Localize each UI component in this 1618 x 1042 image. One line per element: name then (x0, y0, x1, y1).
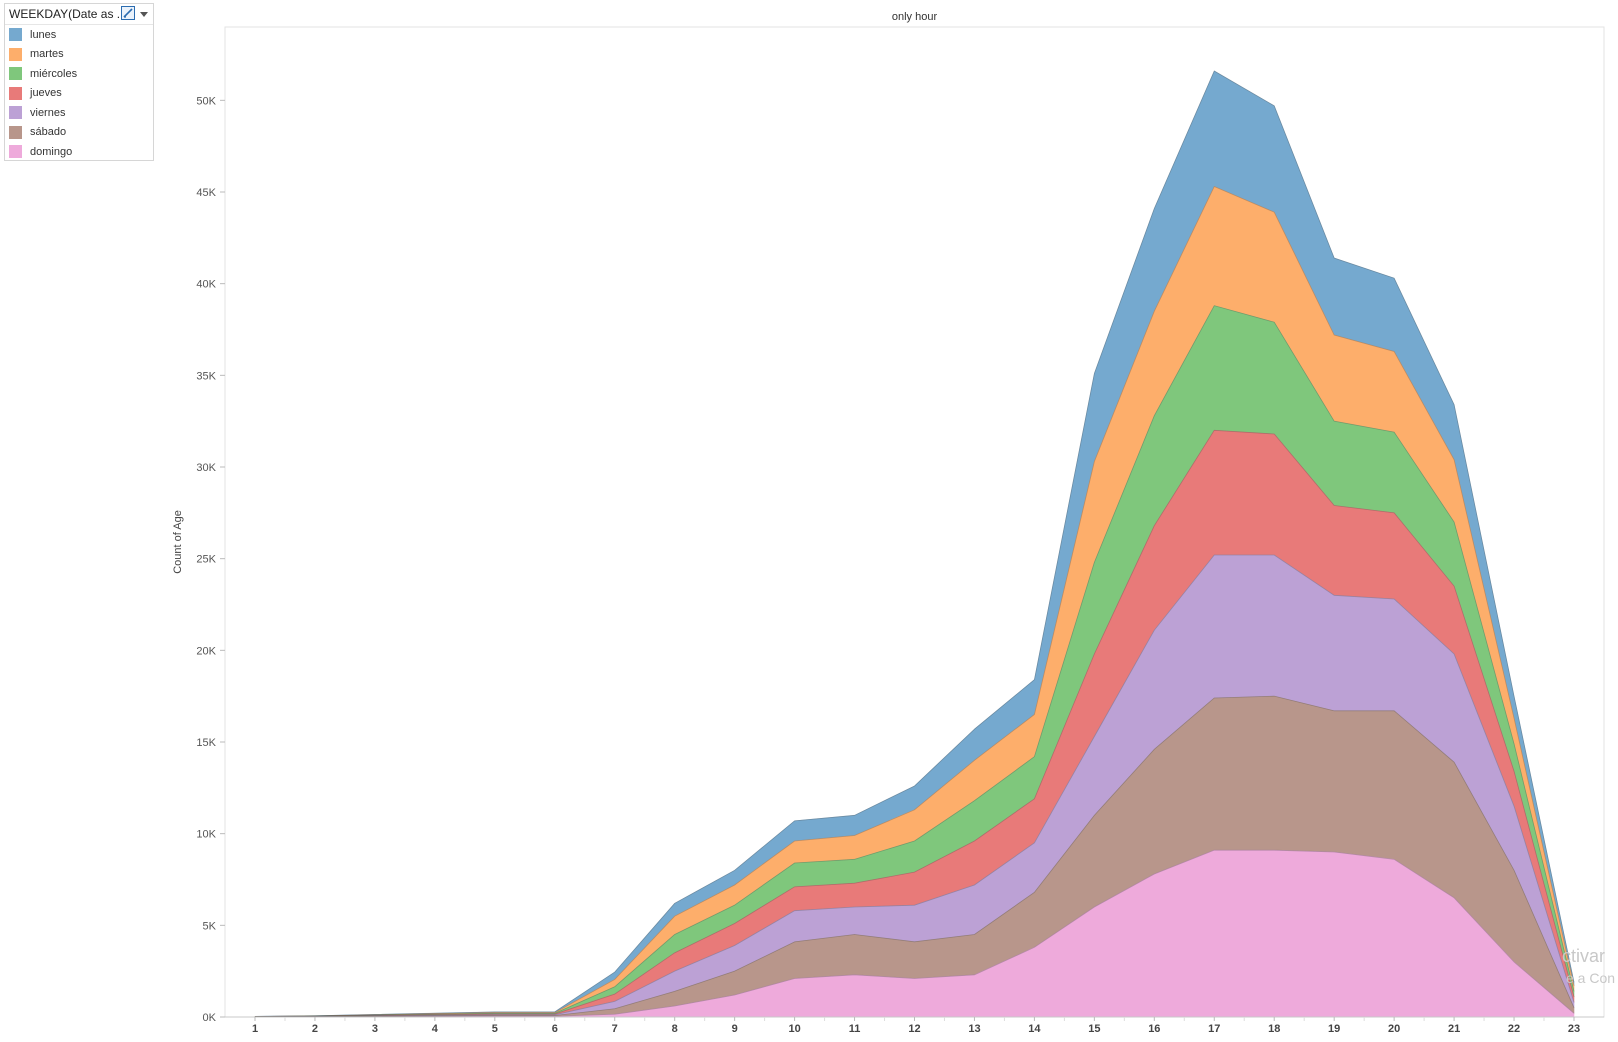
edit-colors-icon[interactable] (121, 6, 135, 20)
y-tick-label: 50K (196, 95, 216, 107)
y-tick-label: 5K (203, 920, 217, 932)
x-tick-label: 2 (312, 1023, 318, 1035)
legend-title: WEEKDAY(Date as ... (9, 7, 127, 21)
x-tick-label: 4 (432, 1023, 439, 1035)
x-tick-label: 11 (849, 1023, 861, 1035)
chart-title: only hour (892, 11, 938, 23)
legend-swatch (9, 28, 22, 42)
x-tick-label: 7 (612, 1023, 618, 1035)
legend-item-lunes[interactable]: lunes (5, 25, 153, 45)
y-tick-label: 15K (196, 737, 216, 749)
y-tick-label: 20K (196, 645, 216, 657)
x-tick-label: 8 (672, 1023, 678, 1035)
series-edge-jueves (254, 429, 1575, 1018)
x-tick-label: 23 (1568, 1023, 1580, 1035)
legend-item-viernes[interactable]: viernes (5, 103, 153, 123)
x-tick-label: 6 (552, 1023, 558, 1035)
legend-label: martes (30, 48, 64, 61)
y-tick-label: 35K (196, 370, 216, 382)
x-tick-label: 22 (1508, 1023, 1520, 1035)
x-tick-label: 1 (252, 1023, 258, 1035)
legend-item-martes[interactable]: martes (5, 45, 153, 65)
y-tick-label: 40K (196, 279, 216, 291)
x-tick-label: 15 (1088, 1023, 1100, 1035)
x-tick-label: 20 (1388, 1023, 1400, 1035)
legend-label: jueves (30, 87, 62, 100)
chevron-down-icon[interactable] (140, 12, 148, 17)
x-tick-label: 18 (1268, 1023, 1280, 1035)
series-edge-lunes (254, 70, 1575, 1017)
x-tick-label: 9 (732, 1023, 738, 1035)
color-legend: WEEKDAY(Date as ... lunes martes miércol… (4, 3, 154, 161)
series-edge-sabado (254, 695, 1575, 1018)
x-tick-label: 10 (788, 1023, 800, 1035)
x-tick-label: 5 (492, 1023, 498, 1035)
y-tick-label: 10K (196, 829, 216, 841)
y-axis-label: Count of Age (172, 510, 184, 574)
series-edge-miercoles (254, 305, 1575, 1017)
watermark-text: ctivar (1562, 946, 1605, 966)
legend-label: lunes (30, 28, 57, 41)
legend-swatch (9, 86, 22, 100)
legend-label: domingo (30, 145, 73, 158)
legend-swatch (9, 106, 22, 120)
series-edge-viernes (254, 554, 1575, 1018)
legend-label: viernes (30, 106, 66, 119)
x-tick-label: 21 (1448, 1023, 1460, 1035)
watermark-text: e a Con (1566, 970, 1615, 986)
y-tick-label: 25K (196, 554, 216, 566)
x-tick-label: 19 (1328, 1023, 1340, 1035)
x-tick-label: 16 (1148, 1023, 1160, 1035)
legend-swatch (9, 145, 22, 159)
legend-item-jueves[interactable]: jueves (5, 84, 153, 104)
x-tick-label: 13 (968, 1023, 980, 1035)
legend-swatch (9, 67, 22, 81)
x-tick-label: 12 (908, 1023, 920, 1035)
series-edge-martes (254, 185, 1575, 1017)
x-tick-label: 3 (372, 1023, 378, 1035)
x-tick-label: 17 (1208, 1023, 1220, 1035)
legend-label: sábado (30, 126, 67, 139)
series-edge-domingo (254, 849, 1575, 1018)
legend-item-sabado[interactable]: sábado (5, 123, 153, 143)
y-tick-label: 0K (203, 1012, 217, 1024)
legend-label: miércoles (30, 67, 78, 80)
x-tick-label: 14 (1028, 1023, 1041, 1035)
y-tick-label: 45K (196, 187, 216, 199)
legend-item-miercoles[interactable]: miércoles (5, 64, 153, 84)
legend-swatch (9, 47, 22, 61)
legend-item-domingo[interactable]: domingo (5, 142, 153, 162)
legend-list: lunes martes miércoles jueves viernes sá… (5, 25, 153, 162)
legend-header: WEEKDAY(Date as ... (5, 4, 153, 25)
y-tick-label: 30K (196, 462, 216, 474)
legend-swatch (9, 125, 22, 139)
